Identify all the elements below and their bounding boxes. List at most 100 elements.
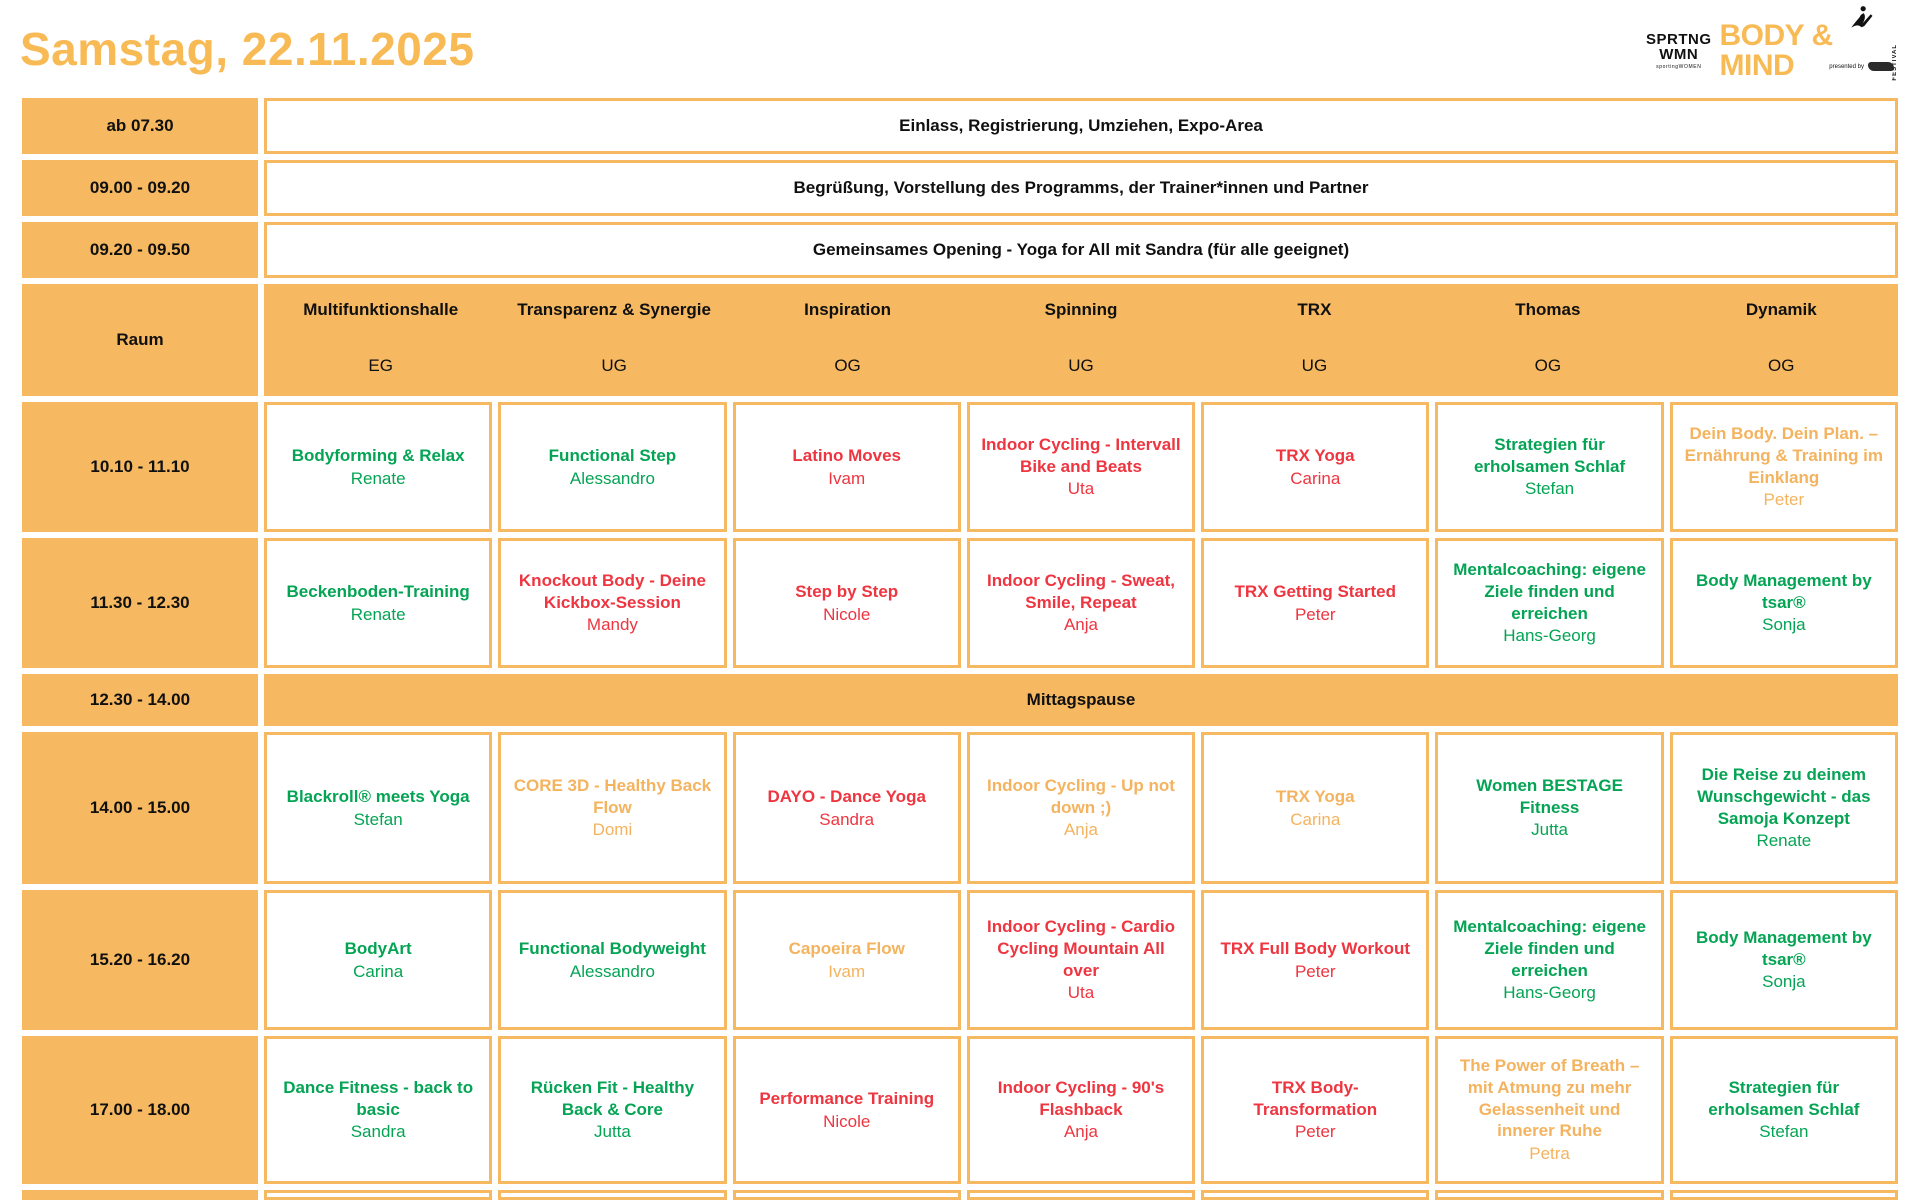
class-title: Dein Body. Dein Plan. – Ernährung & Trai… bbox=[1684, 424, 1884, 487]
festival-logo: SPRTNG WMN sportingWOMEN BODY & MIND FES… bbox=[1646, 6, 1898, 82]
class-cell: Beckenboden-Training Renate bbox=[264, 538, 493, 668]
class-title: Body Management by tsar® bbox=[1696, 570, 1872, 612]
trainer-name: Uta bbox=[1067, 983, 1095, 1003]
info-row-einlass: Einlass, Registrierung, Umziehen, Expo-A… bbox=[264, 98, 1898, 154]
trainer-name: Mandy bbox=[586, 615, 638, 635]
cutoff-row-cell bbox=[264, 1190, 493, 1200]
class-cell: Capoeira Flow Ivam bbox=[732, 890, 961, 1030]
room-name: Thomas bbox=[1515, 300, 1581, 319]
class-title: TRX Body-Transformation bbox=[1253, 1077, 1378, 1119]
trainer-name: Uta bbox=[1067, 479, 1095, 499]
trainer-name: Peter bbox=[1294, 1122, 1336, 1142]
partner-logo-icon bbox=[1868, 62, 1894, 71]
class-cell: TRX Yoga Carina bbox=[1201, 402, 1430, 532]
room-header-trx: TRX UG bbox=[1198, 284, 1431, 396]
trainer-name: Ivam bbox=[828, 961, 866, 981]
trainer-name: Renate bbox=[1756, 831, 1812, 851]
room-header-thomas: Thomas OG bbox=[1431, 284, 1664, 396]
trainer-name: Nicole bbox=[823, 604, 871, 624]
trainer-name: Sandra bbox=[350, 1122, 406, 1142]
class-title: Capoeira Flow bbox=[788, 938, 905, 958]
class-title: Body Management by tsar® bbox=[1696, 927, 1872, 969]
class-title: Mentalcoaching: eigene Ziele finden und … bbox=[1453, 917, 1646, 980]
room-header-inspiration: Inspiration OG bbox=[731, 284, 964, 396]
class-cell: Indoor Cycling - Intervall Bike and Beat… bbox=[966, 402, 1196, 532]
class-cell: Indoor Cycling - Up not down ;) Anja bbox=[966, 732, 1196, 884]
class-title: The Power of Breath – mit Atmung zu mehr… bbox=[1459, 1056, 1640, 1141]
class-cell: Indoor Cycling - 90's Flashback Anja bbox=[966, 1036, 1196, 1184]
trainer-name: Hans-Georg bbox=[1503, 626, 1596, 646]
trainer-name: Peter bbox=[1763, 490, 1805, 510]
presented-by: presented by bbox=[1829, 62, 1894, 71]
class-title: Strategien für erholsamen Schlaf bbox=[1708, 1077, 1860, 1119]
room-name: Spinning bbox=[1044, 300, 1118, 319]
class-cell: BodyArt Carina bbox=[264, 890, 493, 1030]
class-cell: Blackroll® meets Yoga Stefan bbox=[264, 732, 493, 884]
class-cell: Die Reise zu deinem Wunschgewicht - das … bbox=[1669, 732, 1898, 884]
class-cell: Body Management by tsar® Sonja bbox=[1669, 538, 1898, 668]
room-floor: UG bbox=[1301, 356, 1328, 375]
trainer-name: Peter bbox=[1294, 961, 1336, 981]
room-header-spinning: Spinning UG bbox=[964, 284, 1197, 396]
trainer-name: Anja bbox=[1063, 615, 1098, 635]
body-and-mind-text: BODY & MIND bbox=[1719, 19, 1834, 82]
trainer-name: Sandra bbox=[819, 809, 875, 829]
trainer-name: Nicole bbox=[823, 1111, 871, 1131]
class-title: Die Reise zu deinem Wunschgewicht - das … bbox=[1697, 765, 1871, 828]
class-cell: Women BESTAGE Fitness Jutta bbox=[1435, 732, 1664, 884]
time-cell: 09.20 - 09.50 bbox=[22, 222, 258, 278]
trainer-name: Hans-Georg bbox=[1503, 983, 1596, 1003]
room-floor: OG bbox=[1768, 356, 1795, 375]
trainer-name: Stefan bbox=[353, 809, 403, 829]
time-cell: ab 07.30 bbox=[22, 98, 258, 154]
trainer-name: Jutta bbox=[1531, 820, 1568, 840]
info-row-begruessung: Begrüßung, Vorstellung des Programms, de… bbox=[264, 160, 1898, 216]
class-cell: TRX Full Body Workout Peter bbox=[1201, 890, 1430, 1030]
class-cell: TRX Yoga Carina bbox=[1201, 732, 1430, 884]
cutoff-row-cell bbox=[732, 1190, 961, 1200]
class-cell: TRX Getting Started Peter bbox=[1201, 538, 1430, 668]
room-name: Inspiration bbox=[804, 300, 892, 319]
class-cell: Functional Step Alessandro bbox=[498, 402, 727, 532]
class-title: Performance Training bbox=[759, 1088, 935, 1108]
trainer-name: Sonja bbox=[1762, 972, 1806, 992]
class-title: Indoor Cycling - Intervall Bike and Beat… bbox=[981, 434, 1181, 476]
class-cell: CORE 3D - Healthy Back Flow Domi bbox=[498, 732, 727, 884]
time-cell: 11.30 - 12.30 bbox=[22, 538, 258, 668]
body-and-mind-logo: BODY & MIND FESTIVAL bbox=[1719, 6, 1898, 82]
time-cell: 09.00 - 09.20 bbox=[22, 160, 258, 216]
room-header-transparenz-synergie: Transparenz & Synergie UG bbox=[497, 284, 730, 396]
class-cell: DAYO - Dance Yoga Sandra bbox=[732, 732, 961, 884]
class-cell: The Power of Breath – mit Atmung zu mehr… bbox=[1435, 1036, 1664, 1184]
trainer-name: Carina bbox=[353, 961, 404, 981]
trainer-name: Renate bbox=[350, 604, 406, 624]
class-cell: Knockout Body - Deine Kickbox-Session Ma… bbox=[498, 538, 727, 668]
room-floor: OG bbox=[834, 356, 861, 375]
trainer-name: Alessandro bbox=[569, 961, 655, 981]
cutoff-row-cell bbox=[1669, 1190, 1898, 1200]
cutoff-row-cell bbox=[1435, 1190, 1664, 1200]
class-title: BodyArt bbox=[344, 938, 412, 958]
room-name: Dynamik bbox=[1745, 300, 1817, 319]
class-title: Knockout Body - Deine Kickbox-Session bbox=[518, 570, 706, 612]
trainer-name: Carina bbox=[1290, 468, 1341, 488]
trainer-name: Stefan bbox=[1524, 479, 1575, 499]
class-title: TRX Full Body Workout bbox=[1220, 938, 1411, 958]
trainer-name: Anja bbox=[1063, 820, 1098, 840]
class-title: TRX Getting Started bbox=[1234, 581, 1397, 601]
class-title: Latino Moves bbox=[792, 445, 902, 465]
room-header-label: Raum bbox=[22, 284, 258, 396]
class-cell: Dance Fitness - back to basic Sandra bbox=[264, 1036, 493, 1184]
class-cell: Mentalcoaching: eigene Ziele finden und … bbox=[1435, 890, 1664, 1030]
class-title: Rücken Fit - Healthy Back & Core bbox=[530, 1077, 695, 1119]
room-floor: UG bbox=[1068, 356, 1094, 375]
class-title: Functional Bodyweight bbox=[518, 938, 706, 958]
class-cell: Latino Moves Ivam bbox=[732, 402, 961, 532]
class-cell: Step by Step Nicole bbox=[732, 538, 961, 668]
class-title: Mentalcoaching: eigene Ziele finden und … bbox=[1453, 560, 1646, 623]
class-cell: Performance Training Nicole bbox=[732, 1036, 961, 1184]
class-cell: Body Management by tsar® Sonja bbox=[1669, 890, 1898, 1030]
class-cell: Indoor Cycling - Cardio Cycling Mountain… bbox=[966, 890, 1196, 1030]
dancer-icon bbox=[1850, 6, 1872, 28]
info-row-opening: Gemeinsames Opening - Yoga for All mit S… bbox=[264, 222, 1898, 278]
